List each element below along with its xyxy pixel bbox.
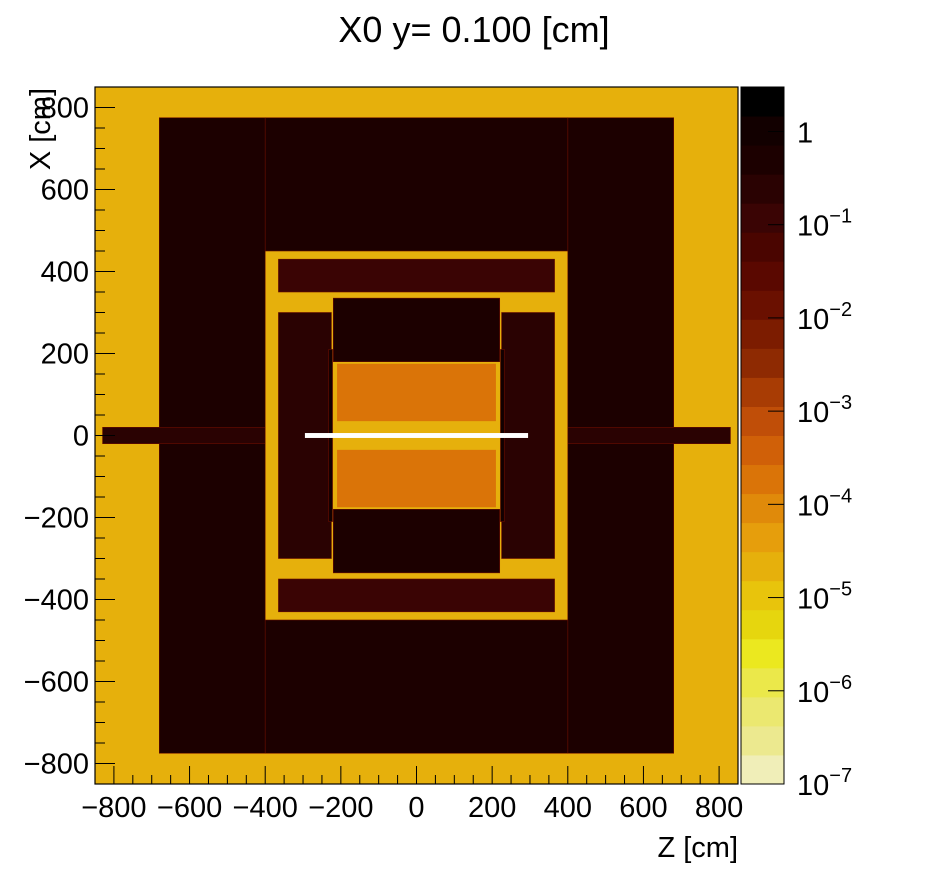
colorbar-tick-label: 10−7	[797, 765, 852, 802]
colorbar	[740, 86, 785, 785]
y-tick-label: 200	[41, 339, 89, 371]
region-tracker-bottom	[337, 449, 496, 508]
colorbar-segment	[741, 551, 784, 582]
colorbar-segment	[741, 638, 784, 669]
colorbar-segment	[741, 435, 784, 466]
region-muon-barrel-top	[264, 117, 569, 252]
y-tick-label: 400	[41, 257, 89, 289]
y-axis: −800 −600 −400 −200 0 200 400 600 800	[24, 86, 115, 785]
y-tick-label: −400	[24, 585, 89, 617]
x-tick-label: 800	[695, 792, 743, 824]
y-tick-label: −800	[24, 749, 89, 781]
x-tick-label: 0	[408, 792, 424, 824]
colorbar-tick-label: 10−5	[797, 579, 852, 616]
colorbar-segment	[741, 493, 784, 524]
x-tick-label: −200	[308, 792, 373, 824]
x-tick-label: −400	[233, 792, 298, 824]
colorbar-segment	[741, 174, 784, 204]
colorbar-labels: 10−7 10−6 10−5 10−4 10−3 10−2 10−1 1	[768, 117, 852, 802]
colorbar-segment	[741, 377, 784, 407]
colorbar-segment	[741, 754, 784, 785]
colorbar-tick-label: 10−6	[797, 672, 852, 709]
chart-title: X0 y= 0.100 [cm]	[338, 9, 609, 50]
colorbar-tick-label: 10−3	[797, 392, 852, 429]
colorbar-segment	[741, 319, 784, 349]
colorbar-segment	[741, 87, 784, 117]
colorbar-segment	[741, 348, 784, 378]
colorbar-segment	[741, 464, 784, 495]
x-axis: −800 −600 −400 −200 0 200 400 600 800	[81, 766, 743, 824]
region-forward-neg	[102, 426, 266, 444]
colorbar-segment	[741, 522, 784, 553]
colorbar-tick-label: 10−2	[797, 299, 852, 336]
region-beampipe-vacuum	[304, 433, 529, 438]
colorbar-segment	[741, 145, 784, 175]
colorbar-frame	[740, 86, 785, 785]
colorbar-segment	[741, 580, 784, 611]
y-tick-label: −600	[24, 667, 89, 699]
region-muon-barrel-bottom	[264, 619, 569, 754]
y-tick-label: −200	[24, 503, 89, 535]
colorbar-segment	[741, 667, 784, 698]
y-tick-label: 0	[73, 421, 89, 453]
x-tick-label: −800	[81, 792, 146, 824]
colorbar-tick-label: 10−1	[797, 206, 852, 243]
y-axis-label: X [cm]	[25, 88, 57, 170]
colorbar-segment	[741, 696, 784, 727]
region-tracker-top	[337, 363, 496, 422]
region-solenoid-top	[278, 258, 555, 293]
region-hcal-barrel-bottom	[332, 508, 501, 574]
colorbar-tick-label: 1	[797, 117, 813, 149]
colorbar-segment	[741, 609, 784, 640]
y-tick-label: 600	[41, 175, 89, 207]
colorbar-segment	[741, 725, 784, 756]
region-hcal-barrel-top	[332, 297, 501, 362]
x-tick-label: 400	[544, 792, 592, 824]
colorbar-segment	[741, 232, 784, 262]
region-forward-pos	[567, 426, 731, 444]
colorbar-tick-label: 10−4	[797, 485, 852, 522]
x-tick-label: −600	[157, 792, 222, 824]
heatmap-area	[95, 87, 738, 784]
colorbar-segment	[741, 261, 784, 291]
colorbar-segment	[741, 290, 784, 320]
colorbar-segment	[741, 203, 784, 233]
colorbar-segment	[741, 116, 784, 146]
x-tick-label: 200	[468, 792, 516, 824]
y-tick-label: 800	[41, 93, 89, 125]
region-solenoid-bottom	[278, 578, 555, 613]
x-tick-label: 600	[619, 792, 667, 824]
x-axis-label: Z [cm]	[657, 832, 738, 864]
